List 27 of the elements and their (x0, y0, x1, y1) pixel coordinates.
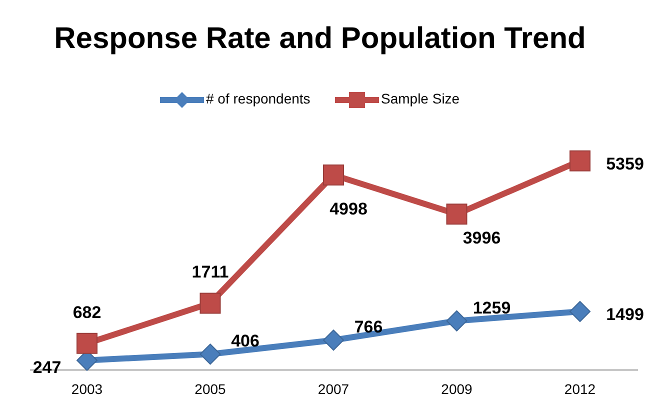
x-tick-label: 2009 (441, 381, 473, 397)
data-label: 1259 (472, 298, 511, 318)
legend-label: # of respondents (206, 90, 310, 107)
data-label: 682 (72, 302, 102, 322)
data-label: 1711 (192, 262, 229, 282)
point (200, 292, 221, 314)
chart-title: Response Rate and Population Trend (54, 22, 586, 55)
data-label: 406 (231, 332, 260, 351)
x-tick-label: 2005 (194, 381, 226, 397)
point (570, 150, 590, 172)
point (446, 204, 468, 225)
point (570, 301, 590, 322)
data-label: 4998 (330, 199, 368, 218)
x-tick-label: 2003 (71, 381, 103, 397)
point (323, 164, 344, 186)
point (200, 344, 221, 365)
data-label: 5359 (606, 154, 644, 174)
point (76, 332, 98, 354)
data-label: 3996 (462, 228, 501, 248)
data-label: 766 (354, 318, 383, 337)
data-label: 1499 (606, 305, 644, 324)
x-tick-label: 2012 (564, 381, 596, 397)
x-tick-label: 2007 (318, 381, 350, 397)
point (323, 330, 344, 351)
point (446, 310, 468, 332)
legend-label: Sample Size (381, 90, 460, 107)
data-label: 247 (32, 358, 62, 377)
